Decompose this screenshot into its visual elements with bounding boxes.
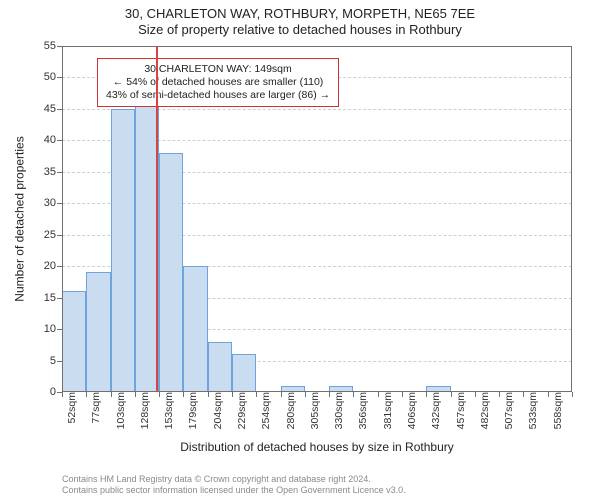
x-tick-label: 558sqm <box>549 392 564 429</box>
x-tick-label: 254sqm <box>257 392 272 429</box>
y-axis-label: Number of detached properties <box>12 46 28 392</box>
x-tick-mark <box>426 392 427 397</box>
x-tick-mark <box>62 392 63 397</box>
x-tick-label: 77sqm <box>87 392 102 424</box>
x-tick-mark <box>378 392 379 397</box>
plot-area: 30 CHARLETON WAY: 149sqm ← 54% of detach… <box>62 46 572 392</box>
x-tick-mark <box>281 392 282 397</box>
x-tick-label: 52sqm <box>63 392 78 424</box>
x-tick-mark <box>353 392 354 397</box>
footnote-line-2: Contains public sector information licen… <box>62 485 572 496</box>
footnote-line-1: Contains HM Land Registry data © Crown c… <box>62 474 572 485</box>
y-tick-mark <box>57 140 62 141</box>
annotation-line-1: 30 CHARLETON WAY: 149sqm <box>106 63 330 76</box>
chart-titles: 30, CHARLETON WAY, ROTHBURY, MORPETH, NE… <box>0 0 600 39</box>
x-tick-mark <box>329 392 330 397</box>
x-tick-label: 356sqm <box>354 392 369 429</box>
x-tick-label: 533sqm <box>524 392 539 429</box>
y-tick-mark <box>57 329 62 330</box>
y-tick-mark <box>57 361 62 362</box>
title-line-2: Size of property relative to detached ho… <box>0 22 600 38</box>
x-tick-mark <box>232 392 233 397</box>
x-tick-mark <box>159 392 160 397</box>
x-tick-label: 507sqm <box>500 392 515 429</box>
y-tick-mark <box>57 266 62 267</box>
y-tick-mark <box>57 109 62 110</box>
x-tick-mark <box>111 392 112 397</box>
marker-line <box>156 46 158 392</box>
x-tick-label: 153sqm <box>160 392 175 429</box>
y-tick-mark <box>57 235 62 236</box>
x-tick-mark <box>572 392 573 397</box>
x-tick-mark <box>523 392 524 397</box>
annotation-box: 30 CHARLETON WAY: 149sqm ← 54% of detach… <box>97 58 339 107</box>
x-tick-mark <box>256 392 257 397</box>
x-tick-mark <box>475 392 476 397</box>
x-tick-label: 179sqm <box>184 392 199 429</box>
x-tick-label: 229sqm <box>233 392 248 429</box>
y-tick-mark <box>57 298 62 299</box>
x-tick-label: 432sqm <box>427 392 442 429</box>
title-line-1: 30, CHARLETON WAY, ROTHBURY, MORPETH, NE… <box>0 6 600 22</box>
x-tick-label: 406sqm <box>403 392 418 429</box>
x-tick-label: 305sqm <box>306 392 321 429</box>
x-tick-label: 204sqm <box>209 392 224 429</box>
x-tick-mark <box>135 392 136 397</box>
x-tick-label: 381sqm <box>379 392 394 429</box>
x-tick-mark <box>305 392 306 397</box>
x-tick-label: 128sqm <box>136 392 151 429</box>
y-tick-mark <box>57 77 62 78</box>
annotation-line-2: ← 54% of detached houses are smaller (11… <box>106 76 330 89</box>
y-tick-mark <box>57 172 62 173</box>
chart-container: 30, CHARLETON WAY, ROTHBURY, MORPETH, NE… <box>0 0 600 500</box>
x-tick-mark <box>183 392 184 397</box>
x-tick-label: 457sqm <box>452 392 467 429</box>
x-tick-mark <box>499 392 500 397</box>
x-tick-label: 103sqm <box>112 392 127 429</box>
x-tick-mark <box>451 392 452 397</box>
x-tick-label: 330sqm <box>330 392 345 429</box>
x-tick-mark <box>86 392 87 397</box>
x-tick-mark <box>548 392 549 397</box>
x-tick-mark <box>402 392 403 397</box>
footnote: Contains HM Land Registry data © Crown c… <box>62 474 572 496</box>
y-tick-mark <box>57 46 62 47</box>
x-tick-mark <box>208 392 209 397</box>
x-tick-label: 280sqm <box>282 392 297 429</box>
y-tick-mark <box>57 203 62 204</box>
x-axis-label: Distribution of detached houses by size … <box>62 440 572 454</box>
x-tick-label: 482sqm <box>476 392 491 429</box>
annotation-line-3: 43% of semi-detached houses are larger (… <box>106 89 330 102</box>
